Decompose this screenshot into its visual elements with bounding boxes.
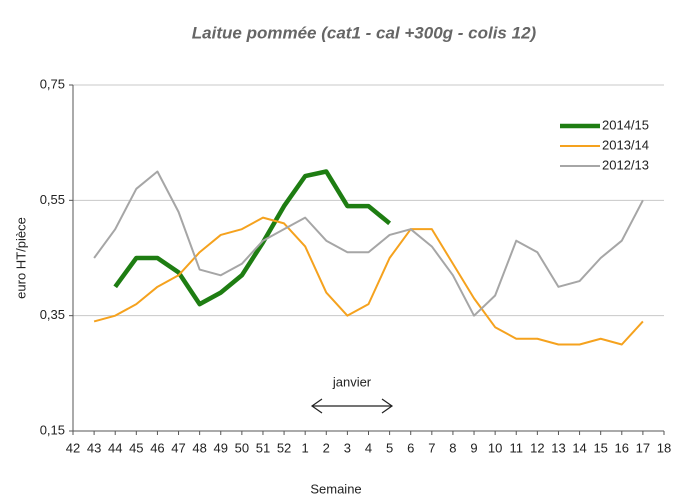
x-tick-label: 6 [407,440,414,455]
annotation-arrow [310,398,394,414]
x-tick-label: 15 [593,440,607,455]
legend-label: 2014/15 [602,117,649,132]
x-tick-label: 3 [344,440,351,455]
chart-title: Laitue pommée (cat1 - cal +300g - colis … [192,23,537,42]
x-tick-label: 48 [192,440,206,455]
x-tick-label: 43 [87,440,101,455]
x-tick-label: 42 [66,440,80,455]
x-tick-label: 49 [214,440,228,455]
x-tick-label: 10 [488,440,502,455]
x-tick-label: 9 [470,440,477,455]
x-tick-label: 11 [510,440,524,455]
y-axis-label: euro HT/pièce [13,217,28,299]
x-tick-label: 12 [530,440,544,455]
x-tick-label: 7 [428,440,435,455]
x-tick-label: 47 [171,440,185,455]
series-line [113,169,392,307]
y-tick-label: 0,35 [40,307,65,322]
legend-label: 2013/14 [602,137,649,152]
y-tick-label: 0,75 [40,76,65,91]
x-tick-label: 50 [235,440,249,455]
x-tick-label: 18 [657,440,671,455]
x-tick-label: 44 [108,440,122,455]
series-line [93,170,644,317]
x-tick-label: 4 [365,440,372,455]
legend-label: 2012/13 [602,157,649,172]
x-tick-label: 52 [277,440,291,455]
x-tick-label: 13 [551,440,565,455]
x-tick-label: 51 [256,440,270,455]
x-tick-label: 45 [129,440,143,455]
x-tick-label: 1 [302,440,309,455]
series-line [93,216,644,346]
x-tick-label: 5 [386,440,393,455]
x-tick-label: 14 [572,440,586,455]
x-tick-label: 8 [449,440,456,455]
x-tick-label: 17 [636,440,650,455]
x-tick-label: 46 [150,440,164,455]
x-tick-label: 2 [323,440,330,455]
y-tick-label: 0,55 [40,192,65,207]
x-axis-label: Semaine [310,481,361,496]
x-tick-label: 16 [615,440,629,455]
y-tick-label: 0,15 [40,422,65,437]
annotation: janvier [332,374,372,389]
